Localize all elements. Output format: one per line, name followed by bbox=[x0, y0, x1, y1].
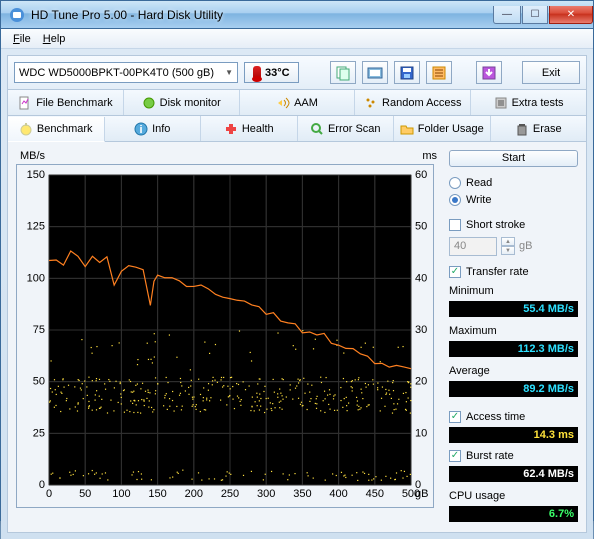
svg-text:60: 60 bbox=[415, 169, 427, 181]
svg-text:300: 300 bbox=[257, 488, 275, 500]
chart-area: MB/s ms 02550751001251500102030405060050… bbox=[16, 150, 441, 524]
menu-file[interactable]: File bbox=[7, 31, 37, 47]
maximum-label: Maximum bbox=[449, 325, 578, 337]
svg-text:100: 100 bbox=[27, 272, 45, 284]
access-value: 14.3 ms bbox=[449, 427, 578, 443]
tab-aam[interactable]: AAM bbox=[240, 90, 356, 115]
radio-icon bbox=[449, 177, 461, 189]
thermometer-icon bbox=[253, 66, 261, 80]
toolbar: WDC WD5000BPKT-00PK4T0 (500 gB) ▼ 33°C E… bbox=[7, 55, 587, 90]
svg-text:450: 450 bbox=[366, 488, 384, 500]
svg-text:150: 150 bbox=[148, 488, 166, 500]
transfer-rate-check[interactable]: ✓Transfer rate bbox=[449, 266, 578, 279]
checkbox-icon: ✓ bbox=[449, 266, 461, 278]
minimum-label: Minimum bbox=[449, 285, 578, 297]
drive-select[interactable]: WDC WD5000BPKT-00PK4T0 (500 gB) ▼ bbox=[14, 62, 238, 83]
radio-icon bbox=[449, 194, 461, 206]
temperature-button[interactable]: 33°C bbox=[244, 62, 299, 83]
minimize-tray-button[interactable] bbox=[476, 61, 502, 84]
menu-help[interactable]: Help bbox=[37, 31, 72, 47]
svg-text:25: 25 bbox=[33, 427, 45, 439]
tab-file-benchmark[interactable]: File Benchmark bbox=[8, 90, 124, 115]
short-stroke-check[interactable]: Short stroke bbox=[449, 218, 578, 231]
checkbox-icon bbox=[449, 219, 461, 231]
svg-text:200: 200 bbox=[185, 488, 203, 500]
svg-text:40: 40 bbox=[415, 272, 427, 284]
drive-name: WDC WD5000BPKT-00PK4T0 (500 gB) bbox=[19, 67, 214, 79]
svg-text:gB: gB bbox=[415, 488, 428, 500]
copy-info-button[interactable] bbox=[330, 61, 356, 84]
settings-button[interactable] bbox=[426, 61, 452, 84]
svg-text:20: 20 bbox=[415, 376, 427, 388]
stroke-spinner: ▲▼ bbox=[501, 237, 515, 255]
tab-health[interactable]: Health bbox=[201, 116, 298, 141]
maximize-button[interactable]: ☐ bbox=[522, 6, 548, 24]
svg-text:30: 30 bbox=[415, 324, 427, 336]
start-button[interactable]: Start bbox=[449, 150, 578, 167]
svg-text:400: 400 bbox=[329, 488, 347, 500]
app-icon bbox=[9, 7, 25, 23]
short-stroke-input: 40 bbox=[449, 237, 497, 256]
tab-erase[interactable]: Erase bbox=[491, 116, 587, 141]
tab-folder-usage[interactable]: Folder Usage bbox=[394, 116, 491, 141]
upper-tabs: File Benchmark Disk monitor AAM Random A… bbox=[7, 90, 587, 116]
stroke-unit: gB bbox=[519, 240, 532, 252]
svg-text:150: 150 bbox=[27, 169, 45, 181]
svg-text:350: 350 bbox=[293, 488, 311, 500]
minimum-value: 55.4 MB/s bbox=[449, 301, 578, 317]
menubar: File Help bbox=[1, 29, 593, 49]
tab-info[interactable]: iInfo bbox=[105, 116, 202, 141]
average-label: Average bbox=[449, 365, 578, 377]
average-value: 89.2 MB/s bbox=[449, 381, 578, 397]
checkbox-icon: ✓ bbox=[449, 450, 461, 462]
burst-value: 62.4 MB/s bbox=[449, 466, 578, 482]
side-panel: Start Read Write Short stroke 40 ▲▼ gB ✓… bbox=[449, 150, 578, 524]
save-button[interactable] bbox=[394, 61, 420, 84]
svg-text:10: 10 bbox=[415, 427, 427, 439]
tab-disk-monitor[interactable]: Disk monitor bbox=[124, 90, 240, 115]
tab-benchmark[interactable]: Benchmark bbox=[8, 117, 105, 142]
svg-text:75: 75 bbox=[33, 324, 45, 336]
temperature-value: 33°C bbox=[265, 67, 290, 79]
minimize-button[interactable]: — bbox=[493, 6, 521, 24]
svg-text:50: 50 bbox=[415, 221, 427, 233]
close-button[interactable]: ✕ bbox=[549, 6, 593, 24]
maximum-value: 112.3 MB/s bbox=[449, 341, 578, 357]
cpu-value: 6.7% bbox=[449, 506, 578, 522]
write-radio[interactable]: Write bbox=[449, 193, 578, 206]
exit-button[interactable]: Exit bbox=[522, 61, 580, 84]
svg-text:50: 50 bbox=[79, 488, 91, 500]
svg-text:50: 50 bbox=[33, 376, 45, 388]
content-area: MB/s ms 02550751001251500102030405060050… bbox=[7, 142, 587, 533]
tab-random-access[interactable]: Random Access bbox=[355, 90, 471, 115]
dropdown-arrow-icon: ▼ bbox=[225, 68, 233, 77]
app-window: HD Tune Pro 5.00 - Hard Disk Utility — ☐… bbox=[0, 0, 594, 521]
screenshot-button[interactable] bbox=[362, 61, 388, 84]
svg-text:100: 100 bbox=[112, 488, 130, 500]
svg-text:0: 0 bbox=[46, 488, 52, 500]
burst-rate-check[interactable]: ✓Burst rate bbox=[449, 449, 578, 462]
right-axis-unit: ms bbox=[422, 150, 437, 162]
inner-chrome: WDC WD5000BPKT-00PK4T0 (500 gB) ▼ 33°C E… bbox=[1, 49, 593, 539]
tab-extra-tests[interactable]: Extra tests bbox=[471, 90, 586, 115]
window-controls: — ☐ ✕ bbox=[492, 6, 593, 24]
titlebar[interactable]: HD Tune Pro 5.00 - Hard Disk Utility — ☐… bbox=[1, 1, 593, 29]
svg-text:i: i bbox=[140, 124, 143, 136]
tab-error-scan[interactable]: Error Scan bbox=[298, 116, 395, 141]
svg-text:0: 0 bbox=[39, 479, 45, 491]
window-title: HD Tune Pro 5.00 - Hard Disk Utility bbox=[31, 8, 492, 22]
benchmark-chart: 0255075100125150010203040506005010015020… bbox=[16, 164, 434, 508]
left-axis-unit: MB/s bbox=[20, 150, 45, 162]
cpu-label: CPU usage bbox=[449, 490, 578, 502]
access-time-check[interactable]: ✓Access time bbox=[449, 411, 578, 424]
checkbox-icon: ✓ bbox=[449, 411, 461, 423]
read-radio[interactable]: Read bbox=[449, 177, 578, 190]
lower-tabs: Benchmark iInfo Health Error Scan Folder… bbox=[7, 116, 587, 142]
svg-text:250: 250 bbox=[221, 488, 239, 500]
svg-text:125: 125 bbox=[27, 221, 45, 233]
